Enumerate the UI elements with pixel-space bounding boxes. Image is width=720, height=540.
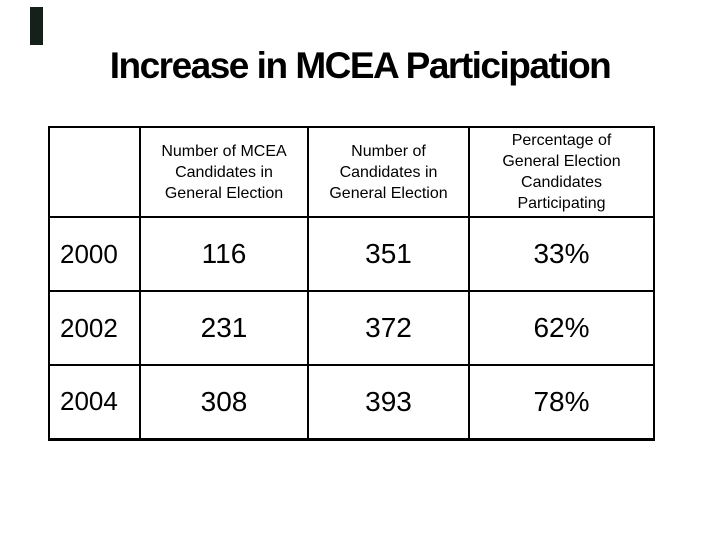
total-candidates-value: 351 bbox=[307, 216, 470, 292]
mcea-candidates-value: 116 bbox=[139, 216, 309, 292]
total-candidates-value: 393 bbox=[307, 364, 470, 441]
table-row-2004: 2004 308 393 78% bbox=[48, 364, 655, 441]
column-header-total-candidates: Number of Candidates in General Election bbox=[307, 126, 470, 218]
percentage-value: 62% bbox=[468, 290, 655, 366]
mcea-candidates-value: 308 bbox=[139, 364, 309, 441]
percentage-value: 33% bbox=[468, 216, 655, 292]
accent-bar bbox=[30, 7, 43, 45]
table-row-2000: 2000 116 351 33% bbox=[48, 216, 655, 292]
table-body: 2000 116 351 33% 2002 231 372 62% 2004 3… bbox=[48, 216, 655, 441]
header-row: Number of MCEA Candidates in General Ele… bbox=[48, 126, 655, 218]
column-header-percentage: Percentage of General Election Candidate… bbox=[468, 126, 655, 218]
column-header-mcea-candidates: Number of MCEA Candidates in General Ele… bbox=[139, 126, 309, 218]
table-header: Number of MCEA Candidates in General Ele… bbox=[48, 126, 655, 218]
percentage-value: 78% bbox=[468, 364, 655, 441]
corner-cell bbox=[48, 126, 141, 218]
participation-table: Number of MCEA Candidates in General Ele… bbox=[48, 126, 655, 441]
total-candidates-value: 372 bbox=[307, 290, 470, 366]
mcea-candidates-value: 231 bbox=[139, 290, 309, 366]
table-row-2002: 2002 231 372 62% bbox=[48, 290, 655, 366]
year-label: 2004 bbox=[48, 364, 141, 441]
slide-title: Increase in MCEA Participation bbox=[109, 45, 612, 86]
year-label: 2000 bbox=[48, 216, 141, 292]
year-label: 2002 bbox=[48, 290, 141, 366]
